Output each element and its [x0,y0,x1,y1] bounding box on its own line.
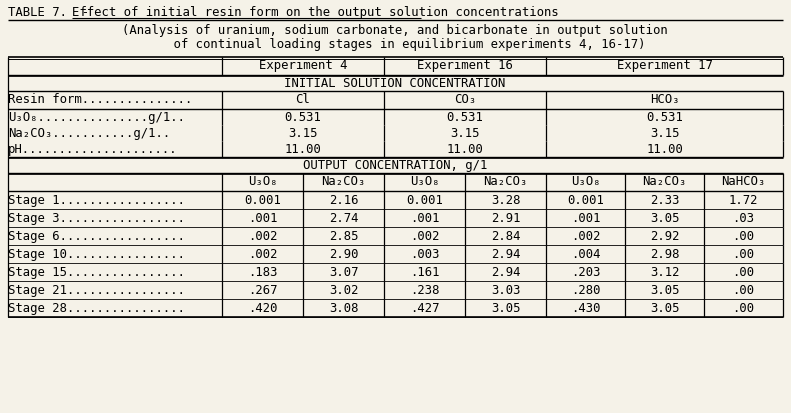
Text: 3.12: 3.12 [649,266,679,279]
Text: 3.15: 3.15 [450,127,480,140]
Text: Stage 3.................: Stage 3................. [8,212,185,225]
Text: .00: .00 [732,248,755,261]
Text: U₃O₈: U₃O₈ [571,175,600,188]
Text: .00: .00 [732,266,755,279]
Text: 0.531: 0.531 [447,111,483,124]
Text: 2.16: 2.16 [329,194,358,207]
Text: 2.90: 2.90 [329,248,358,261]
Text: 0.001: 0.001 [567,194,604,207]
Text: Na₂CO₃: Na₂CO₃ [483,175,528,188]
Text: .267: .267 [248,284,278,297]
Text: 3.05: 3.05 [490,302,520,315]
Text: .203: .203 [571,266,600,279]
Text: 11.00: 11.00 [447,143,483,156]
Text: 2.85: 2.85 [329,230,358,243]
Text: 0.531: 0.531 [646,111,683,124]
Text: 11.00: 11.00 [285,143,321,156]
Text: 2.94: 2.94 [490,266,520,279]
Text: HCO₃: HCO₃ [649,93,679,106]
Text: 2.92: 2.92 [649,230,679,243]
Text: .238: .238 [410,284,439,297]
Text: CO₃: CO₃ [454,93,476,106]
Text: Stage 28................: Stage 28................ [8,302,185,315]
Text: 3.05: 3.05 [649,284,679,297]
Text: 3.08: 3.08 [329,302,358,315]
Text: NaHCO₃: NaHCO₃ [721,175,766,188]
Text: Na₂CO₃: Na₂CO₃ [642,175,687,188]
Text: 3.03: 3.03 [490,284,520,297]
Text: Experiment 4: Experiment 4 [259,59,347,72]
Text: .002: .002 [571,230,600,243]
Text: Stage 10................: Stage 10................ [8,248,185,261]
Text: Resin form...............: Resin form............... [8,93,192,106]
Text: .002: .002 [248,230,278,243]
Text: 2.91: 2.91 [490,212,520,225]
Text: TABLE 7.  -: TABLE 7. - [8,6,97,19]
Text: 3.07: 3.07 [329,266,358,279]
Text: 2.94: 2.94 [490,248,520,261]
Text: .002: .002 [248,248,278,261]
Text: 3.05: 3.05 [649,302,679,315]
Text: Cl: Cl [296,93,310,106]
Text: 3.05: 3.05 [649,212,679,225]
Text: Effect of initial resin form on the output solution concentrations: Effect of initial resin form on the outp… [72,6,558,19]
Text: .00: .00 [732,284,755,297]
Text: 2.74: 2.74 [329,212,358,225]
Text: U₃O₈: U₃O₈ [410,175,439,188]
Text: Stage 21................: Stage 21................ [8,284,185,297]
Text: (Analysis of uranium, sodium carbonate, and bicarbonate in output solution: (Analysis of uranium, sodium carbonate, … [122,24,668,37]
Text: Experiment 16: Experiment 16 [417,59,513,72]
Text: Stage 15................: Stage 15................ [8,266,185,279]
Text: U₃O₈: U₃O₈ [248,175,278,188]
Text: .280: .280 [571,284,600,297]
Text: 3.15: 3.15 [288,127,318,140]
Text: Experiment 17: Experiment 17 [616,59,713,72]
Text: 0.531: 0.531 [285,111,321,124]
Text: 2.33: 2.33 [649,194,679,207]
Text: 1.72: 1.72 [729,194,759,207]
Text: 3.15: 3.15 [649,127,679,140]
Text: Na₂CO₃...........g/1..: Na₂CO₃...........g/1.. [8,127,170,140]
Text: .03: .03 [732,212,755,225]
Text: .430: .430 [571,302,600,315]
Text: U₃O₈...............g/1..: U₃O₈...............g/1.. [8,111,185,124]
Text: OUTPUT CONCENTRATION, g/1: OUTPUT CONCENTRATION, g/1 [303,159,487,172]
Text: .001: .001 [248,212,278,225]
Text: INITIAL SOLUTION CONCENTRATION: INITIAL SOLUTION CONCENTRATION [285,77,505,90]
Text: 2.98: 2.98 [649,248,679,261]
Text: .161: .161 [410,266,439,279]
Text: Stage 6.................: Stage 6................. [8,230,185,243]
Text: Na₂CO₃: Na₂CO₃ [321,175,365,188]
Text: Stage 1.................: Stage 1................. [8,194,185,207]
Text: .183: .183 [248,266,278,279]
Text: .001: .001 [410,212,439,225]
Text: 3.02: 3.02 [329,284,358,297]
Text: 3.28: 3.28 [490,194,520,207]
Text: 0.001: 0.001 [244,194,281,207]
Text: .427: .427 [410,302,439,315]
Text: .002: .002 [410,230,439,243]
Text: 2.84: 2.84 [490,230,520,243]
Text: .001: .001 [571,212,600,225]
Text: 0.001: 0.001 [406,194,443,207]
Text: .004: .004 [571,248,600,261]
Text: .00: .00 [732,230,755,243]
Text: pH.....................: pH..................... [8,143,178,156]
Text: 11.00: 11.00 [646,143,683,156]
Text: .00: .00 [732,302,755,315]
Text: .420: .420 [248,302,278,315]
Text: .003: .003 [410,248,439,261]
Text: of continual loading stages in equilibrium experiments 4, 16-17): of continual loading stages in equilibri… [144,38,645,51]
